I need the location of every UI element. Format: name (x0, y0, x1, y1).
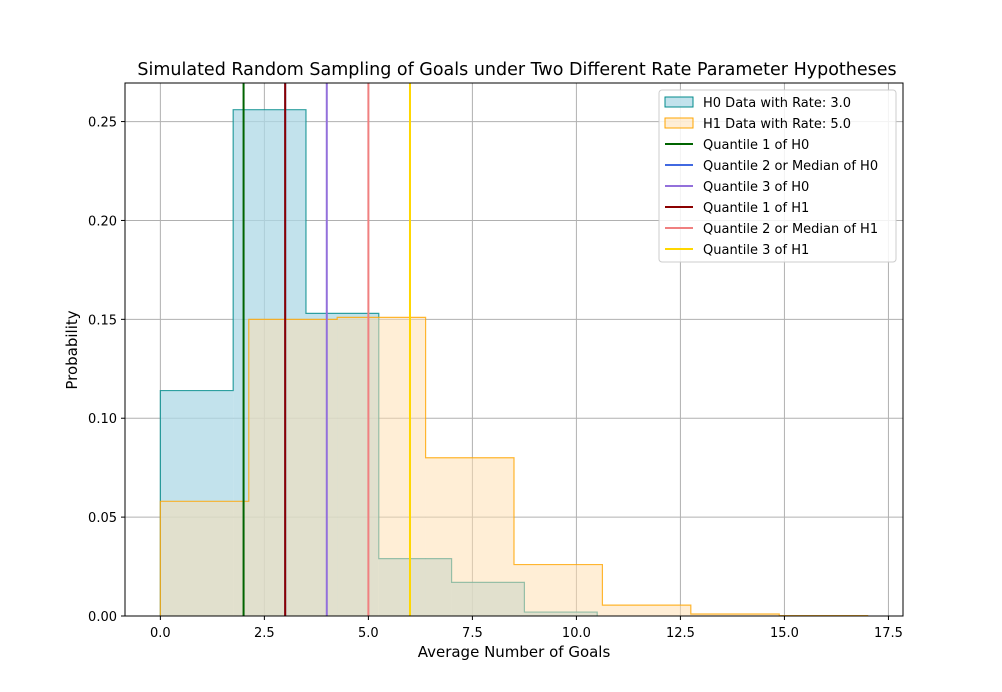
y-tick-label: 0.15 (88, 313, 117, 328)
x-tick-label: 0.0 (150, 626, 171, 641)
quantile-lines (242, 83, 411, 616)
y-tick-label: 0.20 (88, 214, 117, 229)
legend-swatch (664, 96, 694, 108)
legend-label: H0 Data with Rate: 3.0 (703, 96, 851, 111)
y-tick-label: 0.00 (88, 610, 117, 625)
y-axis-ticks: 0.00 0.05 0.10 0.15 0.20 0.25 (88, 116, 125, 625)
legend-label: Quantile 2 or Median of H0 (703, 159, 878, 174)
histogram-bar (337, 317, 426, 616)
x-tick-label: 15.0 (770, 626, 799, 641)
histogram-bar (690, 614, 780, 616)
histogram-bar (160, 501, 249, 616)
histogram-series-2 (159, 316, 869, 617)
legend-label: Quantile 3 of H1 (703, 243, 809, 258)
histogram-bar (602, 605, 691, 616)
x-tick-label: 7.5 (462, 626, 483, 641)
y-tick-label: 0.10 (88, 412, 117, 427)
legend-label: Quantile 3 of H0 (703, 180, 809, 195)
legend-label: Quantile 1 of H1 (703, 201, 809, 216)
x-tick-label: 2.5 (254, 626, 275, 641)
histogram-bar (514, 564, 603, 616)
x-axis-ticks: 0.0 2.5 5.0 7.5 10.0 12.5 15.0 17.5 (150, 616, 903, 641)
legend-swatch (664, 117, 694, 129)
legend-label: H1 Data with Rate: 5.0 (703, 117, 851, 132)
legend: H0 Data with Rate: 3.0 H1 Data with Rate:… (658, 89, 897, 263)
x-tick-label: 5.0 (358, 626, 379, 641)
plot-frame (124, 82, 904, 617)
y-tick-label: 0.25 (88, 116, 117, 131)
legend-label: Quantile 2 or Median of H1 (703, 222, 878, 237)
legend-box (658, 89, 897, 263)
histogram-bar (425, 457, 514, 616)
legend-label: Quantile 1 of H0 (703, 138, 809, 153)
x-tick-label: 12.5 (666, 626, 695, 641)
y-axis-label: Probability (63, 310, 81, 389)
x-tick-label: 17.5 (874, 626, 903, 641)
histogram-bar (248, 319, 338, 616)
y-tick-label: 0.05 (88, 511, 117, 526)
chart-title: Simulated Random Sampling of Goals under… (137, 60, 896, 80)
x-tick-label: 10.0 (562, 626, 591, 641)
x-axis-label: Average Number of Goals (418, 643, 611, 661)
histogram-outline (159, 316, 869, 617)
